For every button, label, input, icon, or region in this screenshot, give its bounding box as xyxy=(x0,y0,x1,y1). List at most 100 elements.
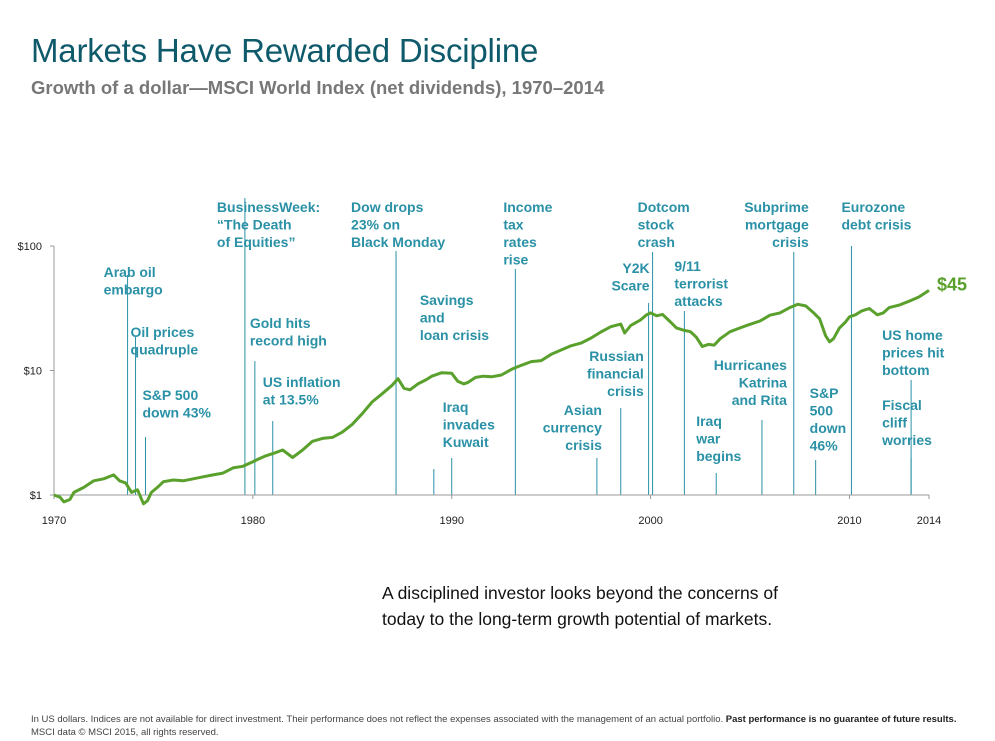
event-label: S&P 500 down 43% xyxy=(142,387,211,421)
event-label-line: Fiscal xyxy=(882,397,922,413)
footnote-text: In US dollars. Indices are not available… xyxy=(31,714,724,725)
event-label: Subprime mortgage crisis xyxy=(744,199,809,250)
event-label-line: financial xyxy=(587,366,644,382)
event-label-line: Savings xyxy=(420,292,474,308)
event-label-line: US home xyxy=(882,327,943,343)
event-label-line: of Equities” xyxy=(217,234,296,250)
event-label: Income tax rates rise xyxy=(503,199,552,268)
event-label-line: Oil prices xyxy=(131,324,195,340)
event-label-line: bottom xyxy=(882,362,929,378)
event-label-line: invades xyxy=(443,417,495,433)
event-label-line: Hurricanes xyxy=(714,357,787,373)
callout-text: A disciplined investor looks beyond the … xyxy=(382,583,778,629)
event-label-line: down xyxy=(810,420,847,436)
event-label-line: Gold hits xyxy=(250,315,311,331)
event-label-line: Income xyxy=(503,199,552,215)
event-label-line: embargo xyxy=(104,282,163,298)
event-label-line: begins xyxy=(696,448,741,464)
chart-axes: $1 $10 $100 1970 1980 1990 2000 2010 2014 xyxy=(18,241,942,527)
x-tick-label: 1990 xyxy=(439,515,463,527)
event-label-line: Scare xyxy=(611,278,649,294)
event-label-line: Russian xyxy=(589,348,643,364)
x-tick-label: 2010 xyxy=(837,515,861,527)
event-label-line: terrorist xyxy=(674,276,728,292)
event-label-line: Black Monday xyxy=(351,234,445,250)
event-label-line: US inflation xyxy=(263,374,341,390)
event-label-line: Asian xyxy=(564,402,602,418)
event-label-line: and Rita xyxy=(732,392,787,408)
event-label-line: Dotcom xyxy=(638,199,690,215)
footnote: In US dollars. Indices are not available… xyxy=(31,713,961,739)
event-label: 9/11 terrorist attacks xyxy=(674,258,728,309)
page-subtitle: Growth of a dollar—MSCI World Index (net… xyxy=(31,77,605,98)
event-label: US home prices hit bottom xyxy=(882,327,945,378)
event-label: Dotcom stock crash xyxy=(638,199,690,250)
event-label: Iraq invades Kuwait xyxy=(443,399,495,450)
event-label-line: stock xyxy=(638,217,675,233)
event-label: Savings and loan crisis xyxy=(420,292,489,343)
event-label: Arab oil embargo xyxy=(104,264,163,298)
event-label-line: Eurozone xyxy=(841,199,905,215)
event-label-line: debt crisis xyxy=(841,217,911,233)
event-label: Eurozone debt crisis xyxy=(841,199,911,233)
y-tick-label: $100 xyxy=(18,241,42,253)
event-label-line: crisis xyxy=(607,383,644,399)
event-label-line: Y2K xyxy=(622,260,649,276)
series-layer: $45 xyxy=(53,274,967,506)
event-label-line: quadruple xyxy=(131,342,199,358)
event-label-line: 46% xyxy=(810,438,839,454)
event-label: BusinessWeek: “The Death of Equities” xyxy=(217,199,320,250)
event-label-line: Dow drops xyxy=(351,199,424,215)
event-label-line: crash xyxy=(638,234,675,250)
event-label-line: attacks xyxy=(674,293,722,309)
event-label-line: Iraq xyxy=(443,399,469,415)
event-label: Russian financial crisis xyxy=(587,348,644,399)
event-label: Y2K Scare xyxy=(611,260,649,294)
event-label: Gold hits record high xyxy=(250,315,327,349)
event-label: Oil prices quadruple xyxy=(131,324,199,358)
event-label-line: S&P 500 xyxy=(142,387,198,403)
event-label-line: mortgage xyxy=(745,217,809,233)
event-label: Fiscal cliff worries xyxy=(881,397,932,448)
y-tick-label: $10 xyxy=(24,366,42,378)
event-label-line: Kuwait xyxy=(443,434,489,450)
event-label-line: BusinessWeek: xyxy=(217,199,320,215)
event-label-line: cliff xyxy=(882,415,907,431)
event-label-line: currency xyxy=(543,420,602,436)
x-tick-label: 2000 xyxy=(638,515,662,527)
event-label-line: Subprime xyxy=(744,199,809,215)
event-label-line: crisis xyxy=(772,234,809,250)
x-tick-label: 1980 xyxy=(241,515,265,527)
event-label-line: Katrina xyxy=(739,375,787,391)
event-label-line: down 43% xyxy=(142,405,211,421)
x-tick-label: 2014 xyxy=(917,515,941,527)
event-label-line: Iraq xyxy=(696,413,722,429)
page-title: Markets Have Rewarded Discipline xyxy=(31,32,539,69)
event-label-line: S&P xyxy=(810,385,839,401)
event-label-line: prices hit xyxy=(882,345,945,361)
event-label-line: crisis xyxy=(565,437,602,453)
event-label: US inflation at 13.5% xyxy=(263,374,341,408)
event-label-line: loan crisis xyxy=(420,327,489,343)
event-label-line: 23% on xyxy=(351,217,400,233)
event-label: Hurricanes Katrina and Rita xyxy=(714,357,787,408)
event-label: Asian currency crisis xyxy=(543,402,602,453)
event-label-line: record high xyxy=(250,333,327,349)
y-tick-label: $1 xyxy=(30,490,42,502)
event-label-line: “The Death xyxy=(217,217,292,233)
event-label-line: tax xyxy=(503,217,523,233)
event-label-line: 500 xyxy=(810,403,834,419)
msci-world-line xyxy=(53,289,930,506)
event-label-line: rise xyxy=(503,252,528,268)
event-label-line: Arab oil xyxy=(104,264,156,280)
event-label: Iraq war begins xyxy=(695,413,741,464)
footnote-copyright: MSCI data © MSCI 2015, all rights reserv… xyxy=(31,727,219,738)
event-label-line: and xyxy=(420,310,445,326)
event-annotations: Arab oil embargo Oil prices quadruple S&P 50… xyxy=(104,198,945,495)
event-label-line: rates xyxy=(503,234,537,250)
event-label-line: 9/11 xyxy=(674,258,701,274)
event-label: Dow drops 23% on Black Monday xyxy=(351,199,445,250)
event-label-line: worries xyxy=(881,432,932,448)
event-label-line: at 13.5% xyxy=(263,392,320,408)
